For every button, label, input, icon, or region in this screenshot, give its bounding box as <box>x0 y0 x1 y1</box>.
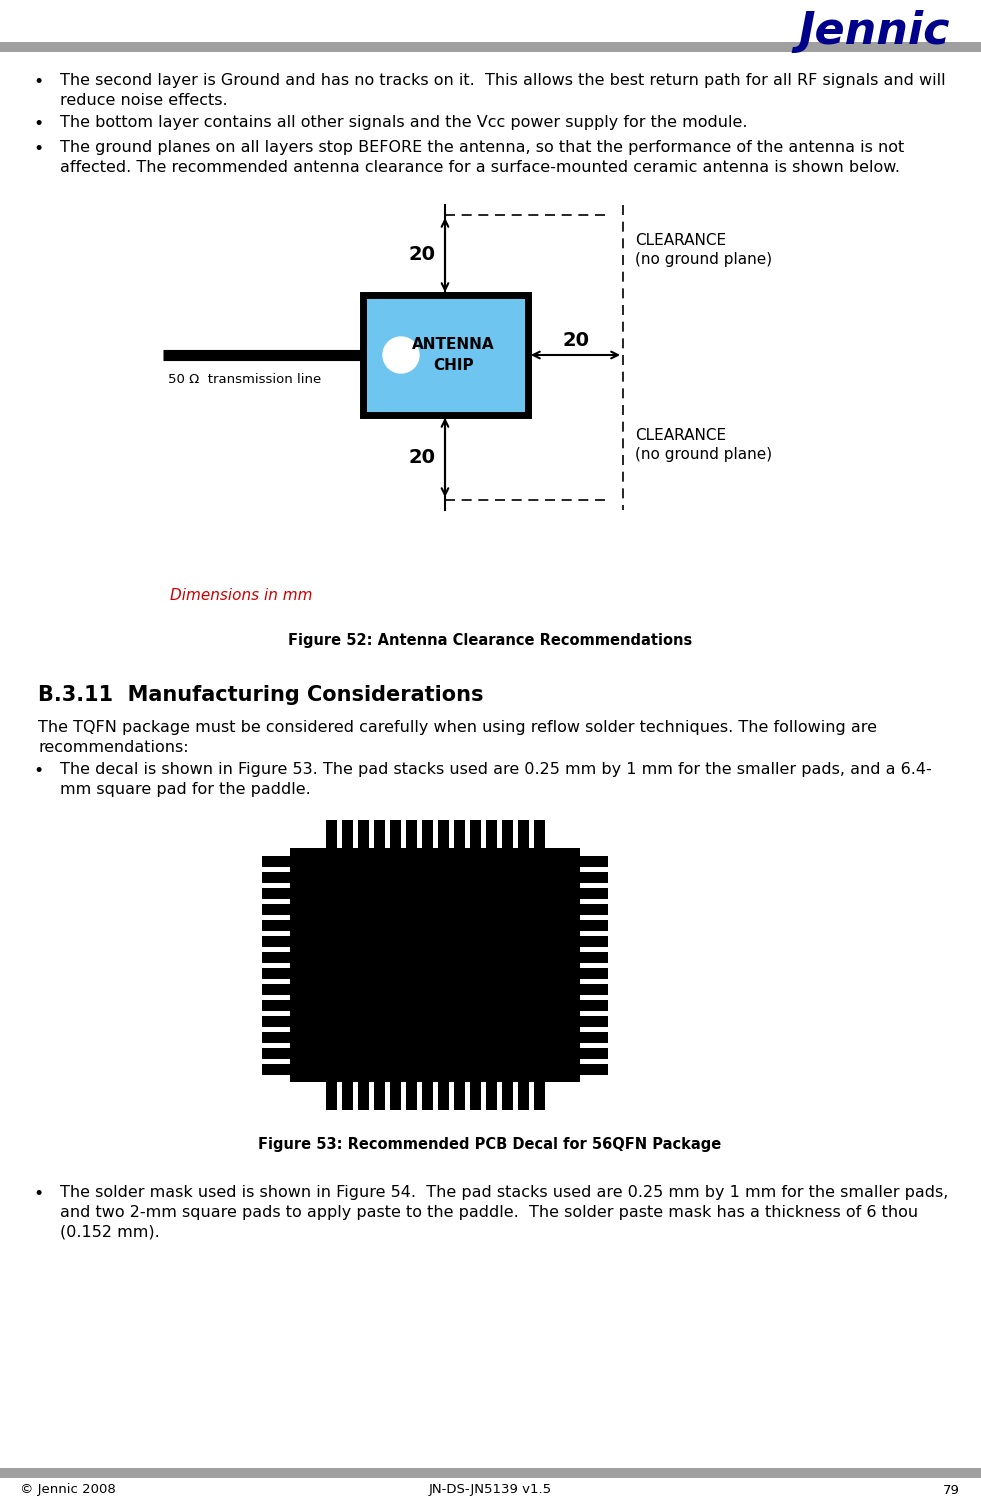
Text: 50 Ω  transmission line: 50 Ω transmission line <box>168 373 321 386</box>
Bar <box>534 819 544 848</box>
Bar <box>357 819 369 848</box>
Bar <box>580 920 608 930</box>
Bar <box>262 1016 290 1026</box>
Bar <box>438 819 448 848</box>
Text: The solder mask used is shown in Figure 54.  The pad stacks used are 0.25 mm by : The solder mask used is shown in Figure … <box>60 1185 949 1240</box>
Text: 20: 20 <box>408 448 435 467</box>
Bar <box>357 1082 369 1110</box>
Text: •: • <box>33 1185 43 1203</box>
Bar <box>580 855 608 866</box>
Bar <box>580 1032 608 1043</box>
Bar <box>374 819 385 848</box>
Bar <box>470 1082 481 1110</box>
Bar <box>518 819 529 848</box>
Bar <box>422 1082 433 1110</box>
Bar <box>580 1047 608 1059</box>
Bar <box>262 968 290 978</box>
Bar <box>262 1047 290 1059</box>
Text: Jennic: Jennic <box>799 10 950 52</box>
Bar <box>262 935 290 947</box>
Text: ANTENNA
CHIP: ANTENNA CHIP <box>412 337 494 373</box>
Bar <box>262 984 290 995</box>
Bar <box>326 819 336 848</box>
Bar <box>422 819 433 848</box>
Bar <box>580 887 608 899</box>
Bar <box>262 855 290 866</box>
Text: •: • <box>33 115 43 133</box>
Text: •: • <box>33 139 43 157</box>
Bar <box>341 819 352 848</box>
Text: JN-DS-JN5139 v1.5: JN-DS-JN5139 v1.5 <box>429 1483 551 1497</box>
Bar <box>486 819 496 848</box>
Text: CLEARANCE
(no ground plane): CLEARANCE (no ground plane) <box>635 232 772 268</box>
Bar <box>262 887 290 899</box>
Text: •: • <box>33 762 43 780</box>
Text: Figure 52: Antenna Clearance Recommendations: Figure 52: Antenna Clearance Recommendat… <box>287 632 693 647</box>
Bar <box>580 999 608 1011</box>
Bar <box>0 42 981 52</box>
Bar <box>290 848 580 1082</box>
Bar <box>345 903 525 1028</box>
Text: The ground planes on all layers stop BEFORE the antenna, so that the performance: The ground planes on all layers stop BEF… <box>60 139 904 175</box>
Bar <box>470 819 481 848</box>
Text: The decal is shown in Figure 53. The pad stacks used are 0.25 mm by 1 mm for the: The decal is shown in Figure 53. The pad… <box>60 762 932 797</box>
Bar <box>580 968 608 978</box>
Bar <box>262 999 290 1011</box>
Text: •: • <box>33 73 43 91</box>
Bar <box>0 1468 981 1479</box>
Text: B.3.11  Manufacturing Considerations: B.3.11 Manufacturing Considerations <box>38 685 484 706</box>
Text: 20: 20 <box>562 331 589 351</box>
Text: The bottom layer contains all other signals and the Vcc power supply for the mod: The bottom layer contains all other sign… <box>60 115 748 130</box>
Bar <box>405 1082 417 1110</box>
Bar <box>285 815 585 1115</box>
Bar <box>453 1082 464 1110</box>
Bar <box>580 984 608 995</box>
Bar <box>518 1082 529 1110</box>
Bar <box>438 1082 448 1110</box>
Bar <box>580 935 608 947</box>
Bar <box>405 819 417 848</box>
Bar <box>534 1082 544 1110</box>
Text: The TQFN package must be considered carefully when using reflow solder technique: The TQFN package must be considered care… <box>38 721 877 755</box>
Bar <box>580 872 608 882</box>
Text: CLEARANCE
(no ground plane): CLEARANCE (no ground plane) <box>635 427 772 463</box>
Bar <box>363 295 528 415</box>
Bar <box>262 920 290 930</box>
Bar <box>580 1064 608 1074</box>
Bar <box>501 1082 512 1110</box>
Text: Dimensions in mm: Dimensions in mm <box>170 587 313 602</box>
Bar <box>580 903 608 914</box>
Text: 79: 79 <box>943 1483 960 1497</box>
Bar <box>326 1082 336 1110</box>
Bar <box>374 1082 385 1110</box>
Bar <box>501 819 512 848</box>
Bar <box>363 295 528 415</box>
Text: 20: 20 <box>408 246 435 265</box>
Circle shape <box>383 337 419 373</box>
Bar <box>453 819 464 848</box>
Bar <box>262 903 290 914</box>
Bar <box>389 1082 400 1110</box>
Text: © Jennic 2008: © Jennic 2008 <box>20 1483 116 1497</box>
Bar <box>262 872 290 882</box>
Bar <box>580 951 608 963</box>
Bar <box>341 1082 352 1110</box>
Bar <box>262 1064 290 1074</box>
Bar <box>262 1032 290 1043</box>
Bar <box>486 1082 496 1110</box>
Bar <box>389 819 400 848</box>
Bar <box>262 951 290 963</box>
Bar <box>580 1016 608 1026</box>
Text: The second layer is Ground and has no tracks on it.  This allows the best return: The second layer is Ground and has no tr… <box>60 73 946 108</box>
Text: Figure 53: Recommended PCB Decal for 56QFN Package: Figure 53: Recommended PCB Decal for 56Q… <box>258 1137 722 1152</box>
